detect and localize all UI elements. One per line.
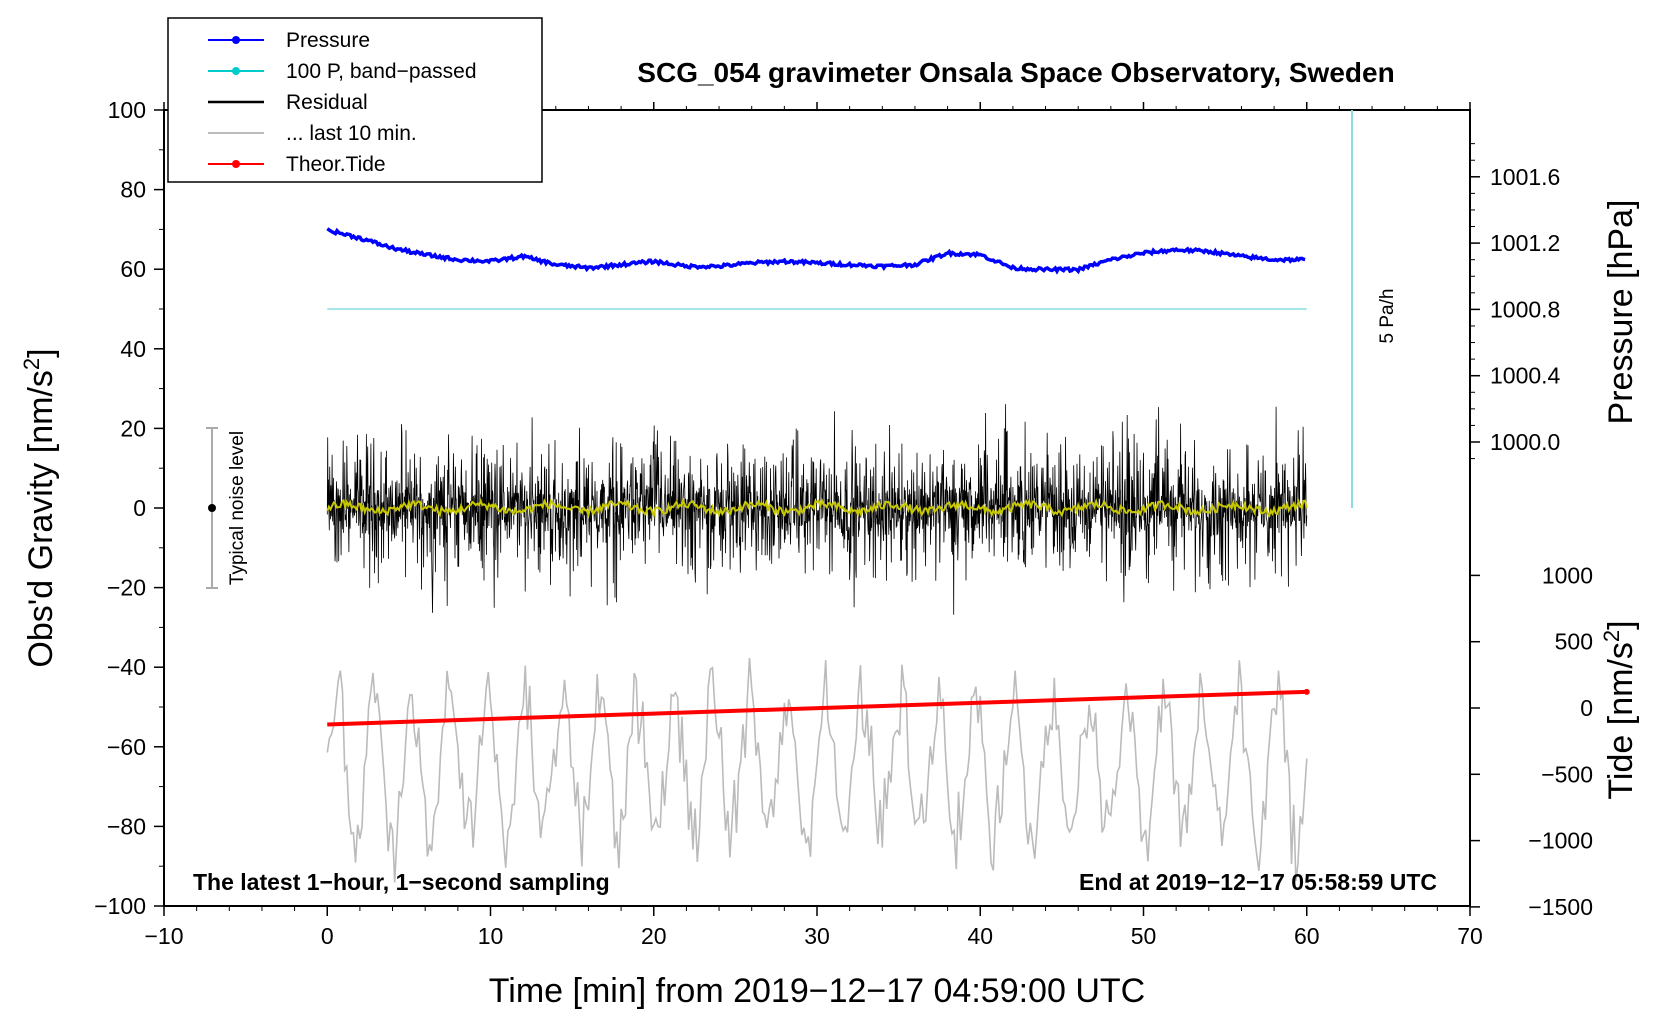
y-tick-label: 60	[120, 256, 146, 282]
x-tick-label: 10	[478, 923, 504, 949]
legend-item-label: Residual	[286, 91, 368, 114]
pressure-series-line	[326, 227, 1306, 275]
x-tick-label: 30	[804, 923, 830, 949]
x-tick-label: 20	[641, 923, 667, 949]
tide-tick-label: −500	[1541, 761, 1593, 787]
y-axis-label-left: Obs'd Gravity [nm/s2]	[19, 348, 60, 667]
data-series	[326, 227, 1310, 883]
legend-swatch-marker	[232, 36, 240, 44]
legend-swatch-marker	[232, 67, 240, 75]
x-tick-label: 50	[1131, 923, 1157, 949]
x-axis-label: Time [min] from 2019−12−17 04:59:00 UTC	[489, 972, 1145, 1010]
noise-center-dot	[208, 504, 216, 512]
footer-left: The latest 1−hour, 1−second sampling	[193, 869, 610, 895]
pressure-tick-label: 1000.4	[1490, 363, 1561, 389]
y-tick-label: −40	[107, 654, 146, 680]
legend-item-label: Pressure	[286, 29, 370, 52]
pressure-tick-label: 1000.8	[1490, 296, 1560, 322]
legend-item-label: Theor.Tide	[286, 153, 386, 176]
y-axis-label-tide: Tide [nm/s2]	[1599, 620, 1640, 799]
x-tick-label: 70	[1457, 923, 1483, 949]
residual-smoothed-line	[326, 497, 1308, 519]
tide-tick-label: 500	[1555, 629, 1593, 655]
y-tick-label: 100	[108, 97, 146, 123]
axis-ticks: −10 0 10 20 30 40 50 60 70100806040200−20−40−60−…	[94, 97, 1593, 949]
y-tick-label: −100	[94, 893, 146, 919]
x-tick-label: 60	[1294, 923, 1320, 949]
x-tick-label: 0	[321, 923, 334, 949]
y-axis-label-tide-close: ]	[1602, 620, 1640, 629]
x-tick-label: 40	[967, 923, 993, 949]
legend-box	[167, 17, 543, 183]
y-axis-label-tide-text: Tide [nm/s	[1602, 642, 1640, 799]
y-tick-label: −20	[107, 575, 146, 601]
tide-tick-label: 0	[1580, 695, 1593, 721]
y-axis-label-left-sup: 2	[19, 358, 44, 370]
pressure-tick-label: 1000.0	[1490, 429, 1560, 455]
footer-right: End at 2019−12−17 05:58:59 UTC	[1079, 869, 1437, 895]
y-tick-label: 0	[133, 495, 146, 521]
legend-item-label: 100 P, band−passed	[286, 60, 477, 83]
y-axis-label-left-close: ]	[22, 348, 60, 357]
legend: Pressure 100 P, band−passed Residual ... la…	[167, 17, 543, 183]
y-tick-label: −80	[107, 813, 146, 839]
tide-end-marker	[1303, 688, 1310, 695]
residual-series-line	[326, 404, 1308, 615]
legend-item-label: ... last 10 min.	[286, 122, 417, 145]
y-axis-label-left-text: Obs'd Gravity [nm/s	[22, 370, 60, 667]
pressure-tick-label: 1001.6	[1490, 164, 1560, 190]
y-axis-label-pressure: Pressure [hPa]	[1602, 200, 1640, 425]
y-axis-label-tide-sup: 2	[1599, 630, 1624, 642]
y-tick-label: 80	[120, 177, 146, 203]
last-10-min-series-line	[326, 658, 1308, 883]
tide-series-line	[327, 689, 1307, 727]
legend-swatch-marker	[232, 160, 240, 168]
x-tick-label: −10	[144, 923, 183, 949]
noise-level-indicator: Typical noise level	[206, 427, 248, 589]
chart-title: SCG_054 gravimeter Onsala Space Observat…	[637, 57, 1394, 88]
tide-tick-label: 1000	[1542, 562, 1593, 588]
y-tick-label: −60	[107, 734, 146, 760]
pressure-tick-label: 1001.2	[1490, 230, 1560, 256]
tide-tick-label: −1500	[1528, 894, 1593, 920]
rate-indicator-label: 5 Pa/h	[1377, 289, 1398, 344]
tide-tick-label: −1000	[1528, 828, 1593, 854]
y-tick-label: 40	[120, 336, 146, 362]
noise-level-label: Typical noise level	[227, 431, 248, 585]
y-tick-label: 20	[120, 415, 146, 441]
